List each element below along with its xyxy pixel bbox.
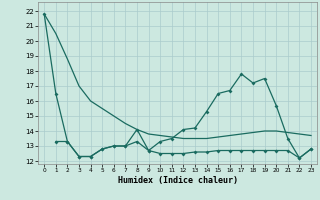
X-axis label: Humidex (Indice chaleur): Humidex (Indice chaleur) [118, 176, 238, 185]
